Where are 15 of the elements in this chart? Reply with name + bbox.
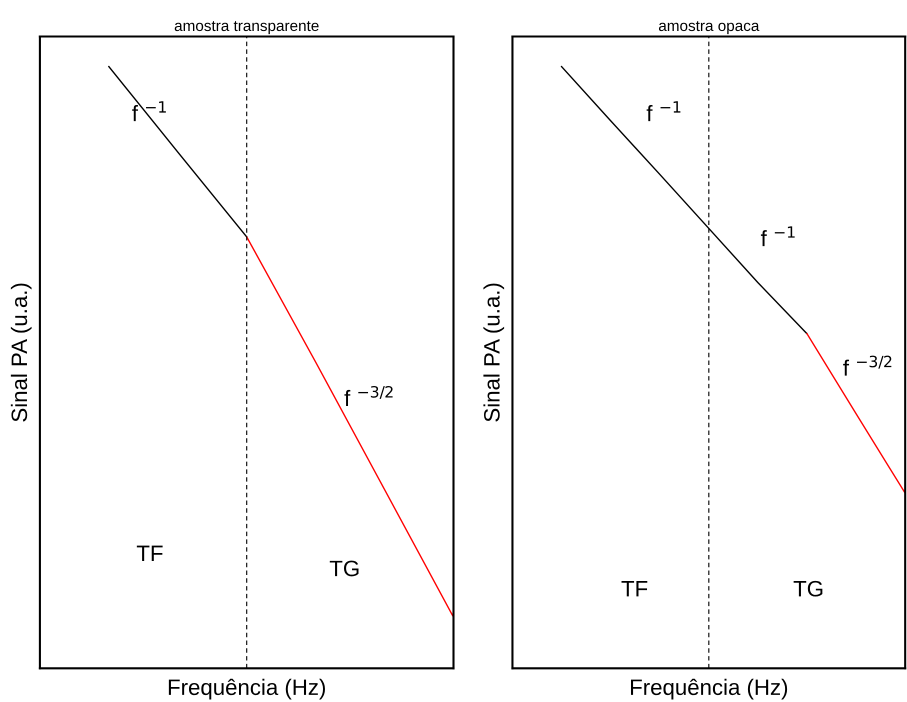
annotation: TF <box>622 581 648 596</box>
x-axis-title: Frequência (Hz) <box>630 678 788 700</box>
y-axis-title: Sinal PA (u.a.) <box>10 284 32 422</box>
chart-title: amostra opaca <box>658 21 760 34</box>
annotation: f $^{−1}$ <box>760 226 795 246</box>
annotation: f $^{−1}$ <box>132 101 166 122</box>
chart-title: amostra transparente <box>174 21 319 34</box>
annotation: TF <box>136 546 163 561</box>
annotation: f $^{−3/2}$ <box>344 386 393 406</box>
annotation: f $^{−1}$ <box>646 101 680 122</box>
annotation: f $^{−3/2}$ <box>843 356 892 376</box>
annotation: TG <box>794 580 822 597</box>
annotation: TG <box>330 560 358 576</box>
y-axis-title: Sinal PA (u.a.) <box>483 284 504 422</box>
x-axis-title: Frequência (Hz) <box>168 678 325 700</box>
